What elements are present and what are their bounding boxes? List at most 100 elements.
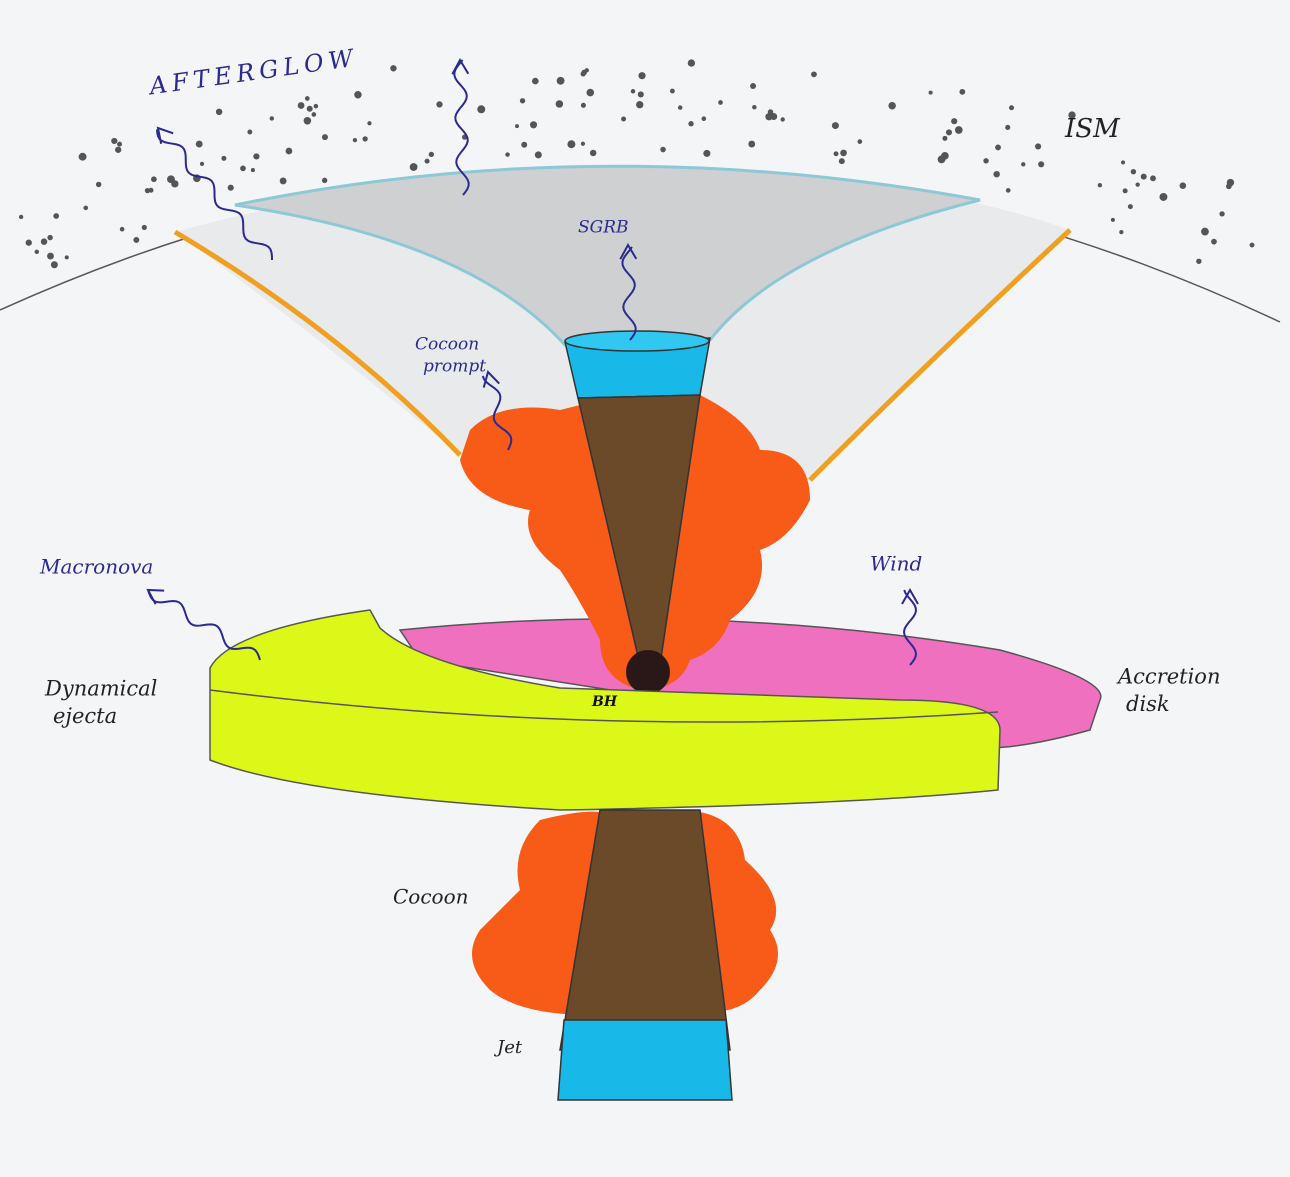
- ism-dot: [119, 226, 125, 232]
- ism-dot: [253, 153, 260, 160]
- wave: [902, 589, 917, 666]
- ism-dot: [660, 146, 666, 153]
- ism-dot: [580, 102, 586, 108]
- label: Dynamical: [44, 677, 157, 701]
- ism-dot: [677, 105, 683, 110]
- ism-dot: [951, 118, 958, 125]
- ejecta-edge: [209, 689, 999, 723]
- ism-particles: [18, 59, 1255, 269]
- ism-dot: [409, 163, 418, 171]
- ism-dot: [811, 71, 817, 78]
- ism-dot: [534, 151, 542, 159]
- ism-dot: [354, 91, 362, 99]
- ism-dot: [514, 124, 519, 129]
- arrow-head: [451, 57, 470, 75]
- ism-dot: [306, 105, 313, 112]
- arrow-head: [156, 126, 174, 145]
- ism-dot: [424, 158, 430, 164]
- ism-dot: [1135, 182, 1140, 187]
- ism-dot: [519, 98, 526, 104]
- ism-dot: [888, 101, 896, 110]
- ism-dot: [47, 252, 54, 260]
- cocoon-edge-right: [808, 228, 1072, 482]
- wave: [621, 246, 637, 341]
- dynamical-ejecta: [209, 609, 1001, 811]
- ism-dot: [83, 205, 89, 211]
- ism-dot: [1068, 111, 1076, 119]
- ism-dot: [1196, 258, 1202, 264]
- wave: [453, 59, 470, 196]
- label: BH: [591, 694, 618, 710]
- ism-dot: [297, 102, 305, 109]
- ism-dot: [959, 88, 966, 95]
- ism-dot: [941, 152, 949, 160]
- ism-dot: [630, 89, 636, 94]
- ism-dot: [1005, 188, 1011, 193]
- cocoon-edge-left: [173, 229, 462, 457]
- label: Cocoon: [393, 885, 469, 909]
- ism-dot: [748, 140, 756, 148]
- ism-dot: [556, 76, 565, 85]
- ism-dot: [1211, 238, 1217, 245]
- jet-lower-tip: [557, 1019, 733, 1101]
- ism-dot: [34, 249, 40, 255]
- ism-dot: [1120, 160, 1126, 165]
- ism-dot: [993, 170, 1000, 178]
- ism-dot: [25, 239, 32, 246]
- ism-dot: [303, 117, 312, 125]
- ism-dot: [18, 214, 24, 220]
- ism-dot: [171, 180, 179, 188]
- ism-dot: [1226, 183, 1232, 190]
- ism-dot: [833, 151, 839, 157]
- label: Accretion: [1116, 665, 1220, 689]
- ism-dot: [1122, 188, 1128, 194]
- label: ISM: [1064, 114, 1121, 144]
- ism-dot: [637, 91, 644, 98]
- label: ejecta: [53, 704, 117, 728]
- ism-dot: [428, 151, 435, 158]
- ism-dot: [1035, 143, 1042, 150]
- ism-dot: [240, 165, 246, 172]
- ism-dot: [227, 184, 234, 191]
- ism-dot: [718, 100, 723, 105]
- ism-dot: [199, 161, 205, 166]
- ism-dot: [141, 224, 147, 231]
- ism-dot: [1005, 124, 1011, 131]
- ism-dot: [321, 134, 328, 141]
- ism-dot: [638, 72, 646, 80]
- ism-dot: [1150, 175, 1156, 182]
- ism-dot: [321, 177, 328, 184]
- ism-dot: [1201, 227, 1209, 236]
- ism-dot: [945, 129, 953, 136]
- ism-dot: [1179, 182, 1187, 189]
- ism-dot: [505, 152, 510, 157]
- ism-dot: [752, 104, 757, 110]
- label: prompt: [423, 357, 486, 377]
- ism-dot: [304, 96, 310, 101]
- ism-dot: [555, 100, 564, 108]
- arrow-head: [901, 587, 919, 605]
- black-hole: [626, 650, 670, 694]
- ism-dot: [285, 147, 293, 155]
- ism-dot: [567, 140, 576, 149]
- ism-dot: [1130, 168, 1137, 175]
- ism-dot: [247, 129, 253, 135]
- wave: [156, 129, 273, 261]
- ism-dot: [1219, 211, 1225, 217]
- ism-dot: [928, 90, 933, 95]
- label: Jet: [493, 1037, 523, 1058]
- emission-arrows: [146, 57, 919, 666]
- ism-dot: [111, 137, 118, 145]
- arrow-head: [482, 370, 500, 388]
- ism-dot: [750, 82, 757, 89]
- ism-dot: [1038, 161, 1045, 168]
- ism-dot: [983, 158, 989, 164]
- label: Macronova: [39, 555, 153, 579]
- ism-dot: [688, 121, 694, 127]
- ism-dot: [669, 88, 675, 94]
- ism-dot: [780, 117, 785, 122]
- ism-dot: [53, 213, 60, 219]
- ism-dot: [586, 88, 595, 97]
- ism-dot: [40, 238, 48, 245]
